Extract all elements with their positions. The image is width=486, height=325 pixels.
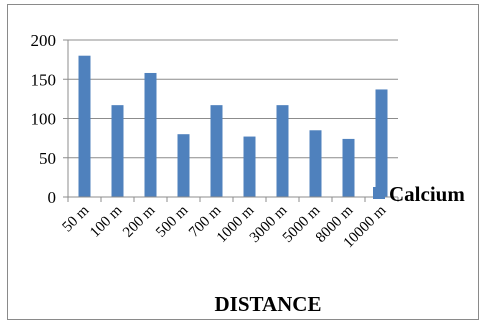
y-tick-label: 200 (31, 31, 57, 50)
y-tick-label: 0 (48, 188, 57, 207)
bar-100m (111, 105, 124, 197)
y-axis-ticks: 0 50 100 150 200 (31, 31, 69, 207)
y-tick-label: 150 (31, 70, 57, 89)
x-tick-label: 200 m (120, 202, 158, 240)
legend-label-calcium: Calcium (389, 182, 465, 206)
y-tick-label: 100 (31, 110, 57, 129)
bar-500m (177, 134, 190, 197)
bar-10000m (375, 89, 388, 197)
bar-200m (144, 72, 157, 197)
bars (78, 55, 388, 198)
x-axis-label: DISTANCE (215, 292, 322, 316)
x-tick-label: 500 m (153, 202, 191, 240)
bar-8000m (342, 138, 355, 197)
bar-50m (78, 55, 91, 198)
legend-swatch-calcium (373, 187, 385, 199)
y-tick-label: 50 (39, 149, 56, 168)
x-tick-label: 100 m (87, 202, 125, 240)
bar-700m (210, 105, 223, 197)
legend: Calcium (373, 182, 465, 206)
bar-5000m (309, 130, 322, 197)
bar-3000m (276, 105, 289, 197)
bar-1000m (243, 136, 256, 197)
